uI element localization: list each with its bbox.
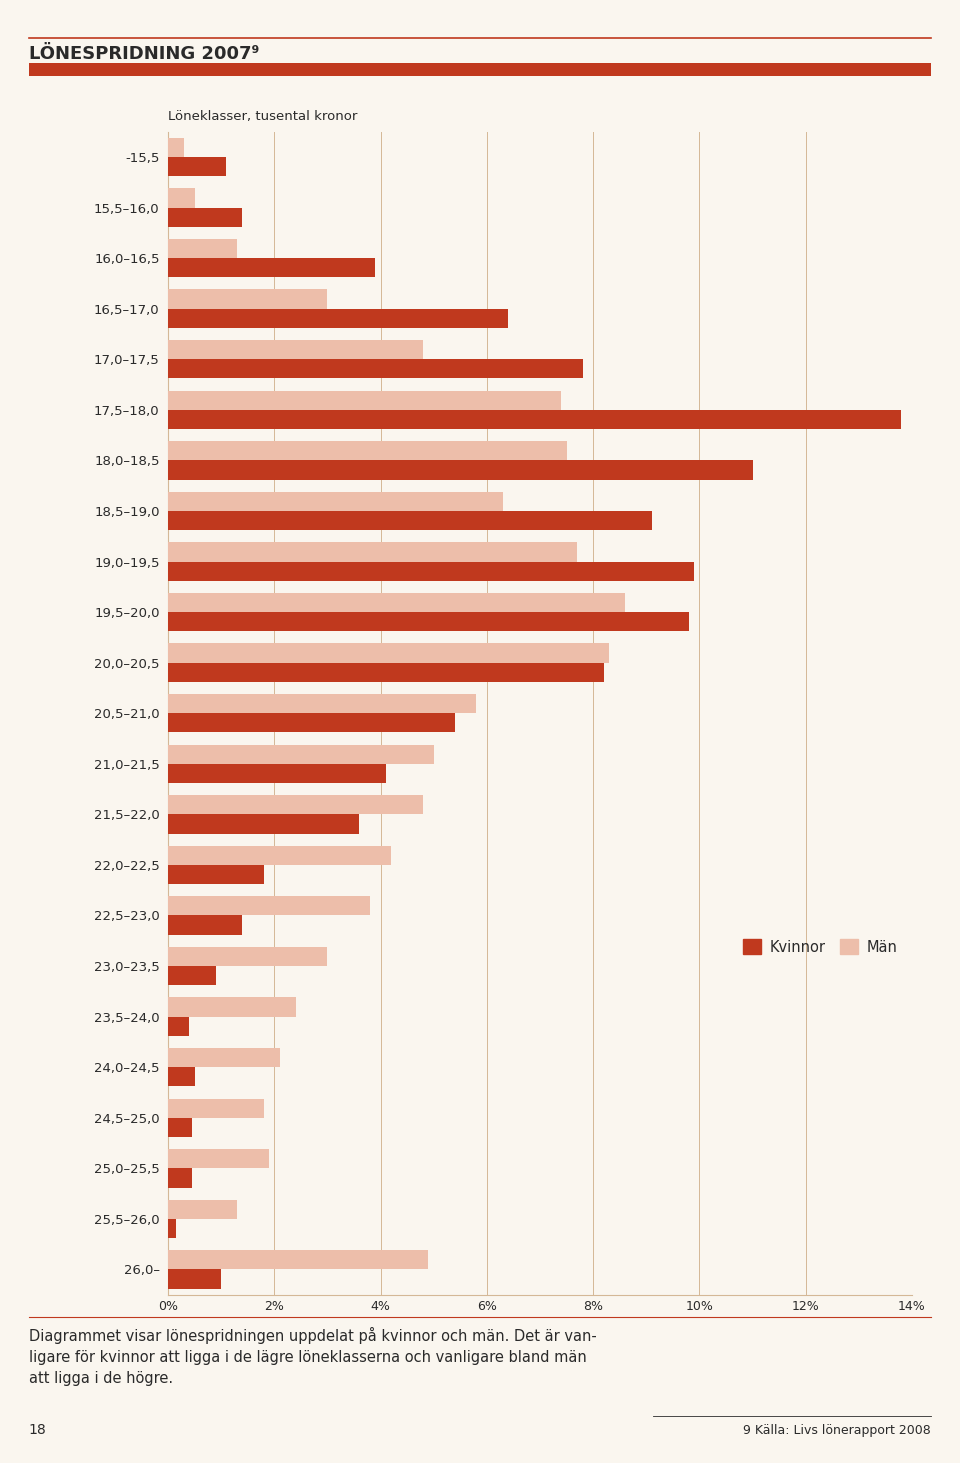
Bar (168, 1251, 428, 1270)
Text: Löneklasser, tusental kronor: Löneklasser, tusental kronor (168, 110, 357, 123)
Text: Diagrammet visar lönespridningen uppdelat på kvinnor och män. Det är van-
ligare: Diagrammet visar lönespridningen uppdela… (29, 1327, 596, 1385)
Bar (168, 865, 264, 884)
Bar (168, 1200, 237, 1219)
Bar (168, 998, 296, 1017)
Bar (168, 1169, 192, 1188)
Bar (168, 257, 375, 278)
Bar (168, 562, 694, 581)
Bar (168, 492, 503, 511)
Bar (168, 794, 423, 815)
Bar (168, 612, 688, 632)
Text: 9 Källa: Livs lönerapport 2008: 9 Källa: Livs lönerapport 2008 (743, 1423, 931, 1437)
Bar (168, 1148, 269, 1169)
Bar (168, 461, 753, 480)
Bar (168, 1270, 221, 1289)
Bar (168, 712, 455, 733)
Bar (168, 189, 195, 208)
Text: 18: 18 (29, 1422, 46, 1437)
Bar (168, 138, 184, 157)
Bar (168, 157, 227, 176)
Bar (168, 309, 508, 328)
Bar (168, 339, 423, 360)
Bar (168, 410, 901, 429)
Bar (168, 1048, 279, 1067)
Bar (168, 815, 359, 834)
Bar (168, 897, 370, 916)
Bar (168, 693, 476, 712)
Bar (168, 1017, 189, 1036)
Legend: Kvinnor, Män: Kvinnor, Män (736, 932, 904, 961)
Bar (168, 916, 242, 935)
Bar (168, 644, 609, 663)
Bar (168, 663, 604, 682)
Bar (168, 593, 625, 612)
Text: LÖNESPRIDNING 2007⁹: LÖNESPRIDNING 2007⁹ (29, 45, 259, 63)
Bar (168, 1219, 176, 1238)
Bar (168, 846, 392, 865)
Bar (168, 208, 242, 227)
Bar (168, 1118, 192, 1137)
Bar (168, 947, 327, 966)
Bar (168, 442, 566, 461)
Bar (168, 360, 583, 379)
Bar (168, 966, 216, 985)
Bar (168, 1099, 264, 1118)
Bar (168, 391, 562, 410)
Bar (168, 290, 327, 309)
Bar (168, 745, 434, 764)
Bar (168, 238, 237, 257)
Bar (168, 764, 386, 783)
Bar (168, 543, 577, 562)
Bar (168, 1067, 195, 1087)
Bar (168, 511, 652, 530)
